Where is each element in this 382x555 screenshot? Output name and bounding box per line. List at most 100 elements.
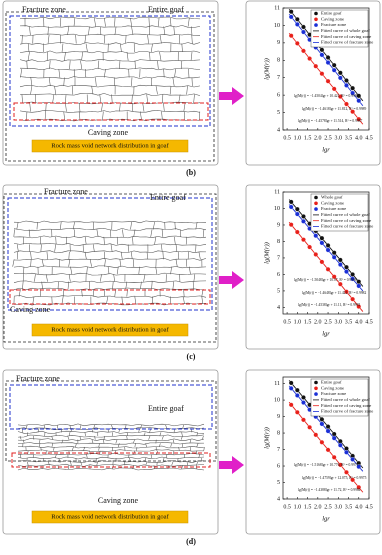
data-point	[326, 429, 330, 433]
data-point	[289, 200, 293, 204]
x-tick-label: 0.5	[283, 135, 291, 141]
y-tick-label: 11	[274, 5, 280, 11]
panel-label: (c)	[187, 352, 196, 361]
data-point	[326, 55, 330, 59]
data-point	[344, 102, 348, 106]
legend-label: Fitted curve of fracture zone	[321, 40, 373, 45]
y-axis-label: lg(M(r))	[263, 427, 270, 449]
x-axis-label: lgr	[322, 515, 330, 522]
data-point	[350, 272, 354, 276]
x-tick-label: 2.5	[324, 319, 332, 325]
x-tick-label: 0.5	[283, 319, 291, 325]
y-tick-label: 11	[274, 381, 280, 387]
x-tick-label: 1.0	[294, 319, 302, 325]
data-point	[320, 53, 324, 57]
data-point	[332, 432, 336, 436]
entire-goaf-label: Entire goaf	[148, 404, 184, 413]
data-point	[338, 258, 342, 262]
arrow	[219, 271, 244, 289]
x-tick-label: 4.0	[355, 135, 363, 141]
data-point	[332, 250, 336, 254]
x-tick-label: 3.5	[345, 319, 353, 325]
data-point	[301, 214, 305, 218]
data-point	[326, 448, 330, 452]
data-point	[314, 233, 318, 237]
data-point	[326, 79, 330, 83]
y-axis-label: lg(M(r))	[263, 58, 270, 80]
x-tick-label: 3.0	[335, 319, 343, 325]
data-point	[314, 433, 318, 437]
data-point	[301, 400, 305, 404]
legend-marker	[314, 202, 318, 206]
diagram-frame	[3, 370, 218, 534]
data-point	[289, 222, 293, 226]
y-tick-label: 6	[277, 463, 280, 469]
x-tick-label: 2.0	[314, 319, 322, 325]
data-point	[326, 243, 330, 247]
x-axis-label: lgr	[322, 146, 330, 153]
data-point	[289, 15, 293, 19]
legend-marker	[314, 196, 318, 200]
data-point	[332, 255, 336, 259]
data-point	[344, 269, 348, 273]
legend-label: Fitted curve of fracture zone	[321, 409, 373, 414]
arrow	[219, 456, 244, 474]
legend-label: Fracture zone	[321, 391, 346, 396]
data-point	[326, 267, 330, 271]
legend-label: Fitted curve of whole goaf	[321, 28, 370, 33]
data-point	[320, 260, 324, 264]
legend-label: Fitted curve of caving zone	[321, 403, 371, 408]
legend-marker	[314, 23, 318, 27]
y-tick-label: 7	[277, 75, 280, 81]
data-point	[289, 403, 293, 407]
y-tick-label: 10	[274, 397, 280, 403]
x-tick-label: 4.0	[355, 504, 363, 510]
data-point	[295, 212, 299, 216]
data-point	[301, 237, 305, 241]
data-point	[332, 436, 336, 440]
y-tick-label: 6	[277, 93, 280, 99]
data-point	[295, 22, 299, 26]
data-point	[295, 41, 299, 45]
x-tick-label: 2.5	[324, 135, 332, 141]
data-point	[314, 252, 318, 256]
data-point	[301, 219, 305, 223]
legend-label: Whole goaf	[321, 195, 343, 200]
data-point	[320, 241, 324, 245]
data-point	[289, 205, 293, 209]
entire-goaf-label: Entire goaf	[148, 5, 184, 14]
data-point	[326, 248, 330, 252]
data-point	[295, 388, 299, 392]
caving-zone-label: Caving zone	[88, 128, 129, 137]
data-point	[344, 78, 348, 82]
y-tick-label: 4	[277, 305, 280, 311]
panel-label: (d)	[186, 537, 196, 546]
data-point	[307, 425, 311, 429]
legend-marker	[314, 12, 318, 16]
x-tick-label: 4.5	[365, 319, 373, 325]
legend-label: Fitted curve of whole goaf	[321, 397, 370, 402]
data-point	[338, 76, 342, 80]
y-tick-label: 9	[277, 40, 280, 46]
legend-marker	[314, 207, 318, 211]
y-tick-label: 5	[277, 288, 280, 294]
legend-marker	[314, 387, 318, 391]
legend-marker	[314, 381, 318, 385]
data-point	[301, 25, 305, 29]
data-point	[295, 410, 299, 414]
y-tick-label: 6	[277, 272, 280, 278]
data-point	[307, 56, 311, 60]
y-tick-label: 5	[277, 110, 280, 116]
caving-zone-label: Caving zone	[10, 305, 51, 314]
legend-label: Caving zone	[321, 16, 344, 21]
legend-label: Fracture zone	[321, 22, 346, 27]
data-point	[301, 30, 305, 34]
x-tick-label: 3.5	[345, 135, 353, 141]
data-point	[314, 64, 318, 68]
x-tick-label: 3.5	[345, 504, 353, 510]
y-tick-label: 11	[274, 189, 280, 195]
y-tick-label: 10	[274, 23, 280, 29]
x-tick-label: 3.0	[335, 135, 343, 141]
legend-label: Entire goaf	[321, 380, 342, 385]
